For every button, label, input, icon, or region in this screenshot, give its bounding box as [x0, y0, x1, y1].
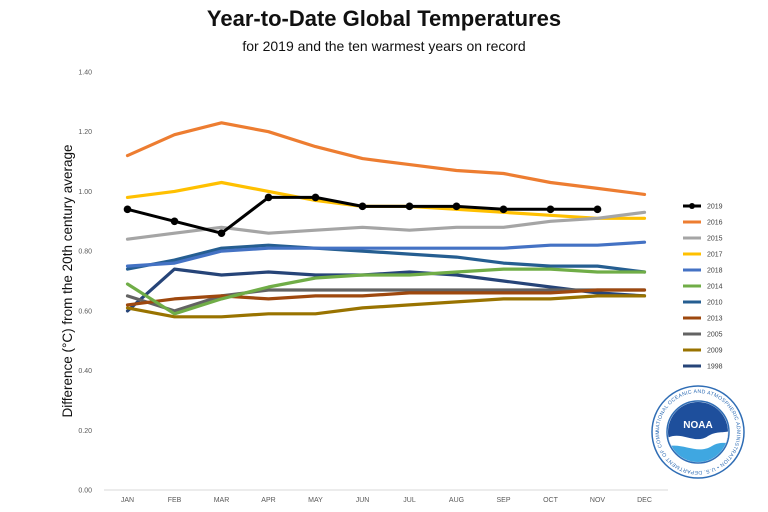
legend-label-2010: 2010	[707, 300, 723, 307]
x-tick-label: JUN	[356, 497, 370, 504]
legend-label-2018: 2018	[707, 268, 723, 275]
chart-subtitle: for 2019 and the ten warmest years on re…	[242, 38, 526, 54]
series-line-2018	[125, 240, 647, 268]
data-point-2019	[499, 205, 508, 214]
legend-label-2005: 2005	[707, 332, 723, 339]
series-line-2014	[125, 267, 647, 316]
legend-marker-2019	[689, 203, 695, 209]
noaa-logo: NATIONAL OCEANIC AND ATMOSPHERIC ADMINIS…	[650, 384, 745, 479]
y-tick-label: 0.40	[78, 368, 92, 375]
x-tick-label: JUL	[403, 497, 416, 504]
y-tick-label: 0.20	[78, 428, 92, 435]
data-point-2019	[170, 217, 179, 226]
series-line-2013	[125, 288, 647, 307]
x-tick-label: MAY	[308, 497, 323, 504]
y-tick-label: 1.00	[78, 189, 92, 196]
legend-label-1998: 1998	[707, 364, 723, 371]
y-axis-label: Difference (°C) from the 20th century av…	[60, 144, 75, 417]
legend-label-2014: 2014	[707, 284, 723, 291]
data-point-2019	[311, 193, 320, 202]
x-tick-label: OCT	[543, 497, 559, 504]
y-tick-label: 0.80	[78, 249, 92, 256]
x-tick-label: APR	[261, 497, 275, 504]
x-axis-ticks: JAN FEB MAR APR MAY JUN JUL AUG SEP OCT NOV DEC	[121, 497, 652, 504]
x-tick-label: NOV	[590, 497, 606, 504]
series-line-2005	[125, 288, 647, 313]
series-line-2017	[125, 180, 647, 220]
data-point-2019	[264, 193, 273, 202]
x-tick-label: DEC	[637, 497, 652, 504]
legend-label-2015: 2015	[707, 236, 723, 243]
series-lines	[123, 121, 647, 319]
y-axis-ticks: 0.00 0.20 0.40 0.60 0.80 1.00 1.20 1.40	[78, 70, 92, 495]
legend-label-2013: 2013	[707, 316, 723, 323]
y-tick-label: 1.20	[78, 129, 92, 136]
logo-text: NOAA	[683, 420, 712, 431]
chart-title: Year-to-Date Global Temperatures	[206, 6, 562, 31]
series-line-2009	[125, 294, 647, 319]
legend-label-2019: 2019	[707, 204, 723, 211]
legend-label-2016: 2016	[707, 220, 723, 227]
data-point-2019	[217, 229, 226, 238]
data-point-2019	[123, 205, 132, 214]
data-point-2019	[546, 205, 555, 214]
legend-label-2009: 2009	[707, 348, 723, 355]
y-tick-label: 0.00	[78, 488, 92, 495]
data-point-2019	[358, 202, 367, 211]
x-tick-label: AUG	[449, 497, 464, 504]
y-tick-label: 1.40	[78, 70, 92, 77]
series-line-2016	[125, 121, 647, 196]
legend-label-2017: 2017	[707, 252, 723, 259]
x-tick-label: MAR	[214, 497, 230, 504]
y-tick-label: 0.60	[78, 308, 92, 315]
data-point-2019	[452, 202, 461, 211]
legend: 2019 2016 2015 2017 2018 2014 2010 2013 2005 2009…	[683, 203, 723, 371]
series-line-2010	[125, 243, 647, 274]
data-point-2019	[593, 205, 602, 214]
x-tick-label: FEB	[168, 497, 182, 504]
data-point-2019	[405, 202, 414, 211]
x-tick-label: JAN	[121, 497, 134, 504]
x-tick-label: SEP	[496, 497, 510, 504]
series-line-2015	[125, 210, 647, 241]
